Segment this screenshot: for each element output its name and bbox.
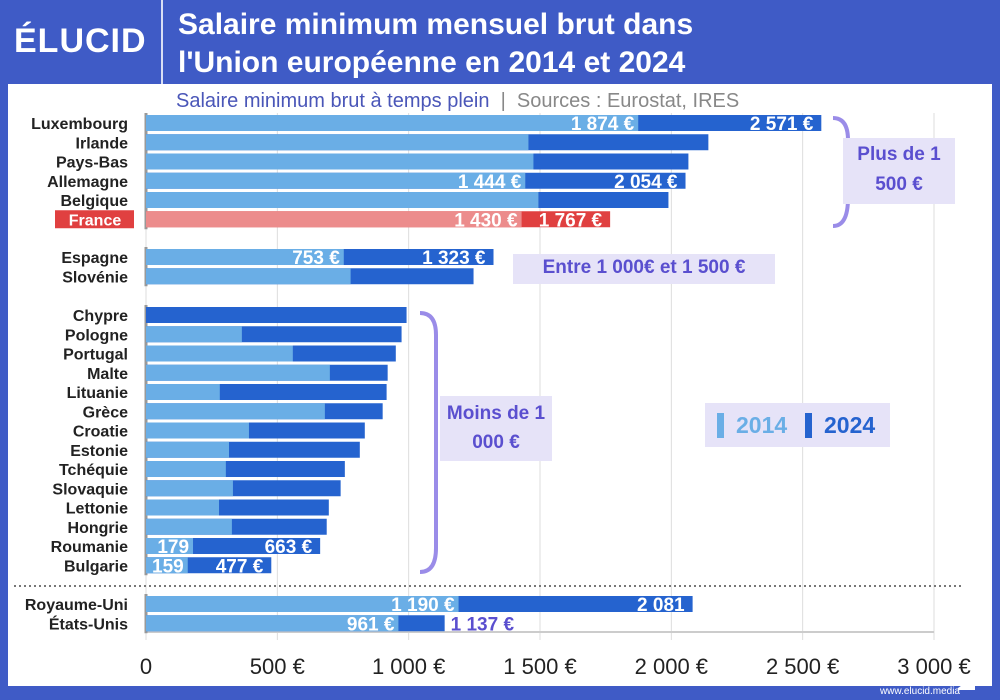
bar-2014: [146, 615, 399, 632]
value-label-2024: 1 767 €: [539, 210, 603, 231]
legend-swatch-2024: [805, 413, 812, 438]
country-label: Roumanie: [51, 539, 128, 556]
website-url: www.elucid.media: [879, 686, 960, 697]
bar-2024: [146, 307, 407, 323]
country-label: Irlande: [76, 135, 129, 152]
value-label-2014: 1 444 €: [458, 172, 522, 193]
bar-2014: [146, 557, 188, 574]
bar-2014: [146, 326, 242, 343]
value-label-2014: 1 430 €: [454, 210, 518, 231]
annotation-high: Plus de 1 500 €: [843, 138, 955, 204]
x-tick-label: 1 000 €: [372, 654, 445, 679]
country-label: États-Unis: [49, 614, 128, 633]
subtitle: Salaire minimum brut à temps plein | Sou…: [176, 90, 740, 112]
bar-2014: [146, 364, 330, 381]
country-label: Portugal: [63, 347, 128, 364]
value-label-2014: 1 190 €: [391, 595, 455, 616]
bar-2014: [146, 153, 534, 170]
country-label: Pays-Bas: [56, 155, 128, 172]
country-label: Slovénie: [62, 269, 128, 286]
country-label: Grèce: [83, 404, 128, 421]
country-label: Espagne: [61, 250, 128, 267]
value-label-2014: 961 €: [347, 614, 395, 635]
legend: 2014 2024: [705, 403, 890, 447]
legend-swatch-2014: [717, 413, 724, 438]
country-label: Belgique: [60, 193, 128, 210]
title-line-1: Salaire minimum mensuel brut dans: [178, 8, 694, 41]
bar-2014: [146, 422, 249, 439]
country-label: Allemagne: [47, 174, 128, 191]
country-label: Chypre: [73, 308, 128, 325]
value-label-2014: 753 €: [292, 248, 340, 269]
annotation-low: Moins de 1 000 €: [440, 396, 552, 461]
highlight-label-bg: [55, 210, 134, 229]
legend-2014: 2014: [736, 412, 788, 438]
logo-mark: [958, 676, 975, 690]
bar-2014: [146, 480, 233, 497]
legend-2024: 2024: [824, 412, 876, 438]
elucid-logo: ÉLUCID: [14, 22, 147, 60]
annotation-mid: Entre 1 000€ et 1 500 €: [513, 254, 775, 284]
x-tick-label: 0: [140, 654, 152, 679]
sources: Sources : Eurostat, IRES: [516, 90, 740, 112]
bar-2014: [146, 268, 351, 285]
country-label: Bulgarie: [64, 558, 128, 575]
value-label-2014: 179: [157, 537, 189, 558]
value-label-2024: 663 €: [265, 537, 313, 558]
country-label: France: [69, 212, 122, 229]
country-label: Lituanie: [67, 385, 128, 402]
title-line-2: l'Union européenne en 2014 et 2024: [178, 46, 686, 79]
bar-2014: [146, 538, 194, 554]
x-tick-label: 500 €: [250, 654, 305, 679]
value-label-2024: 2 571 €: [750, 114, 814, 135]
country-label: Luxembourg: [31, 116, 128, 133]
header-divider: [161, 0, 163, 84]
value-label-2024: 477 €: [216, 556, 264, 577]
value-label-2024: 2 054 €: [614, 172, 678, 193]
bar-2014: [146, 192, 539, 208]
country-label: Estonie: [70, 443, 128, 460]
value-label-2014: 1 874 €: [571, 114, 635, 135]
bar-2014: [146, 249, 344, 265]
country-label: Slovaquie: [52, 481, 128, 498]
bar-2014: [146, 384, 220, 400]
value-label-2024: 1 137 €: [451, 614, 515, 635]
x-tick-label: 3 000 €: [897, 654, 970, 679]
bar-2014: [146, 211, 522, 228]
bar-2014: [146, 441, 230, 458]
country-label: Hongrie: [68, 520, 129, 537]
bar-2014: [146, 596, 459, 612]
bar-2014: [146, 403, 325, 420]
x-tick-label: 2 000 €: [635, 654, 708, 679]
x-tick-label: 2 500 €: [766, 654, 839, 679]
country-label: Malte: [87, 366, 128, 383]
bar-2014: [146, 461, 226, 477]
country-label: Pologne: [65, 327, 128, 344]
bar-2014: [146, 134, 529, 151]
bar-2014: [146, 518, 232, 535]
value-label-2024: 2 081: [637, 595, 685, 616]
bar-2014: [146, 115, 639, 131]
bracket-low: [419, 311, 438, 574]
value-label-2024: 1 323 €: [422, 248, 486, 269]
bar-2014: [146, 172, 526, 189]
subtitle-text: Salaire minimum brut à temps plein: [176, 90, 490, 112]
value-label-2014: 159: [152, 556, 184, 577]
country-label: Royaume-Uni: [25, 597, 128, 614]
bar-2014: [146, 345, 293, 362]
bar-2014: [146, 499, 220, 516]
chart-title: Salaire minimum mensuel brut dans l'Union…: [178, 6, 693, 82]
country-label: Tchéquie: [59, 462, 128, 479]
country-label: Lettonie: [66, 501, 128, 518]
country-label: Croatie: [73, 424, 128, 441]
x-tick-label: 1 500 €: [503, 654, 576, 679]
